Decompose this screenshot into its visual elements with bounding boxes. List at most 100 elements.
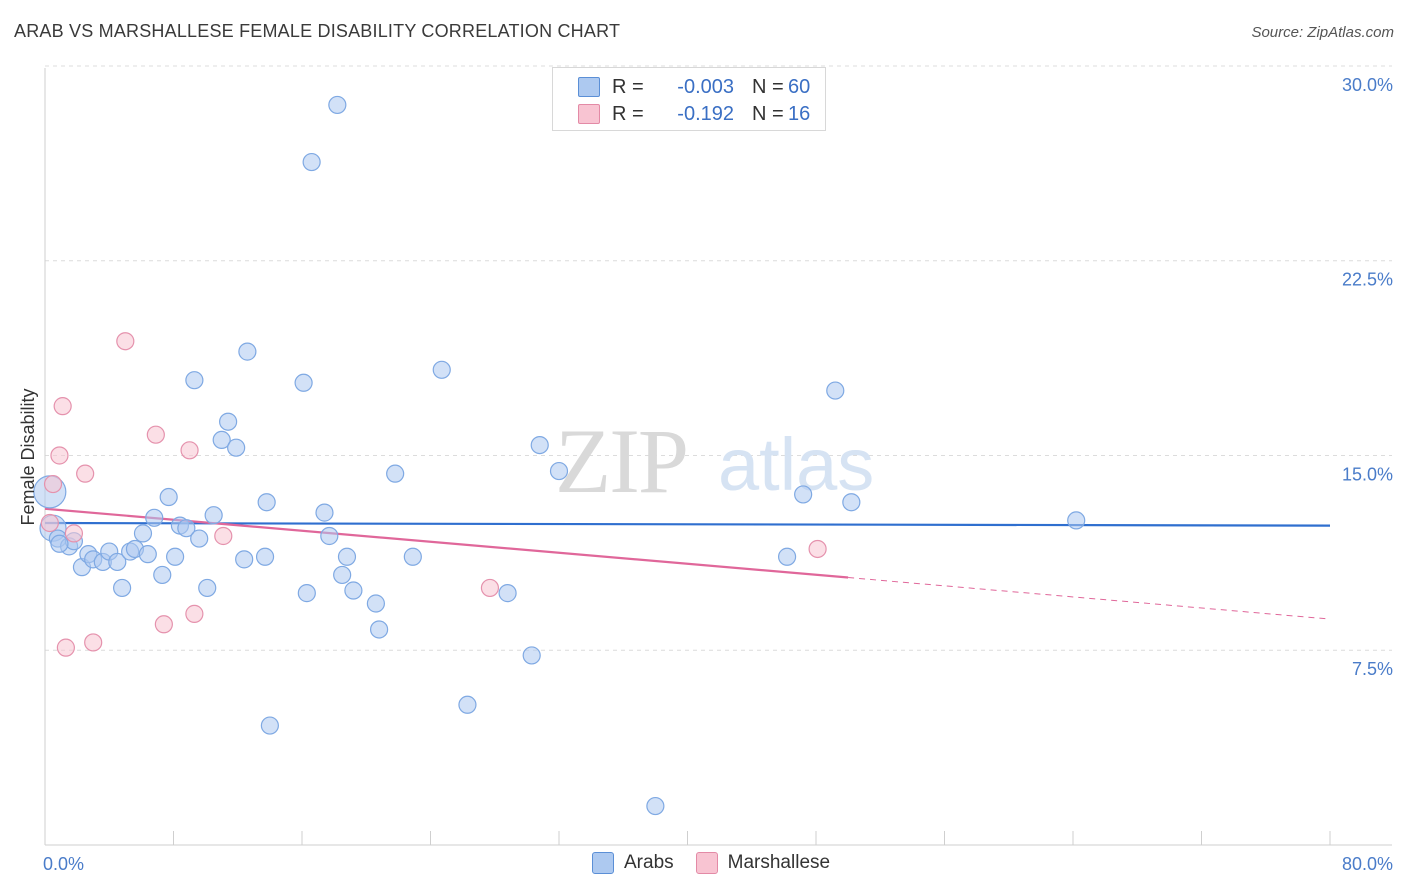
- source-label: Source: ZipAtlas.com: [1251, 24, 1394, 41]
- arabs-point: [198, 578, 217, 598]
- arabs-point: [794, 485, 813, 504]
- marshallese-point: [76, 464, 95, 483]
- legend-r-value: -0.192: [677, 102, 734, 125]
- arabs-point: [204, 506, 223, 525]
- series-swatch-arabs: [592, 852, 614, 874]
- legend-r-value: -0.003: [677, 75, 734, 98]
- marshallese-point: [146, 425, 165, 444]
- marshallese-point: [185, 604, 204, 623]
- y-tick-label: 22.5%: [1342, 270, 1393, 290]
- arabs-point: [212, 430, 231, 450]
- x-tick-label: 80.0%: [1342, 854, 1393, 874]
- marshallese-point: [50, 446, 69, 465]
- marshallese-point: [56, 638, 75, 657]
- arabs-point: [190, 529, 209, 548]
- series-legend: Arabs Marshallese: [592, 852, 852, 874]
- arabs-point: [498, 584, 517, 603]
- arabs-point: [777, 547, 797, 566]
- legend-swatch-arabs: [578, 77, 600, 97]
- arabs-point: [260, 716, 279, 735]
- arabs-point: [238, 342, 257, 361]
- arabs-point: [432, 360, 451, 379]
- arabs-point: [328, 95, 347, 115]
- legend-row-arabs: R = -0.003 N = 60: [553, 74, 810, 100]
- legend-n-label: N =: [752, 75, 784, 98]
- arabs-point: [219, 412, 238, 431]
- chart-title: ARAB VS MARSHALLESE FEMALE DISABILITY CO…: [14, 21, 621, 41]
- arabs-point: [549, 461, 569, 481]
- legend-n-value: 60: [788, 75, 811, 98]
- legend-n-label: N =: [752, 102, 784, 125]
- arabs-point: [185, 371, 204, 390]
- arabs-point: [50, 534, 69, 553]
- arabs-point: [235, 550, 254, 569]
- arabs-point: [159, 487, 178, 507]
- arabs-point: [386, 464, 405, 483]
- arabs-point: [315, 503, 334, 522]
- watermark-zip: ZIP: [555, 410, 687, 512]
- arabs-point: [333, 565, 352, 585]
- arabs-point: [337, 547, 357, 566]
- arabs-point: [302, 152, 321, 172]
- arabs-point: [227, 438, 246, 457]
- arabs-point: [153, 565, 172, 585]
- marshallese-point: [214, 526, 233, 546]
- watermark: ZIP atlas: [555, 410, 874, 512]
- marshallese-point: [808, 539, 827, 559]
- arabs-point: [1067, 511, 1086, 530]
- y-tick-label: 30.0%: [1342, 75, 1393, 95]
- legend-r-label: R =: [612, 102, 644, 125]
- arabs-point: [112, 578, 132, 598]
- legend-n-value: 16: [788, 102, 811, 125]
- arabs-point: [145, 508, 164, 527]
- x-tick-label: 0.0%: [43, 854, 84, 874]
- series-legend-arabs: Arabs: [592, 852, 674, 874]
- marshallese-point: [43, 474, 63, 494]
- y-tick-label: 15.0%: [1342, 464, 1393, 484]
- arabs-point: [297, 584, 316, 603]
- arabs-point: [138, 545, 157, 564]
- legend-row-marshallese: R = -0.192 N = 16: [553, 101, 810, 127]
- arabs-point: [166, 547, 185, 566]
- marshallese-point: [64, 524, 84, 543]
- marshallese-point: [40, 513, 59, 533]
- series-legend-marshallese: Marshallese: [695, 852, 831, 874]
- series-label-marshallese: Marshallese: [727, 852, 831, 873]
- arabs-point: [108, 552, 127, 572]
- arabs-point: [646, 796, 665, 816]
- marshallese-point: [116, 332, 135, 351]
- arabs-point: [294, 373, 313, 392]
- gridlines: [45, 65, 1392, 651]
- legend-swatch-marshallese: [578, 104, 600, 124]
- arabs-point: [530, 435, 549, 455]
- arabs-point: [522, 646, 541, 665]
- marshallese-trend-extension: [848, 577, 1331, 620]
- series-swatch-marshallese: [695, 852, 718, 874]
- series-label-arabs: Arabs: [624, 852, 674, 873]
- marshallese-point: [53, 397, 72, 416]
- marshallese-point: [154, 615, 173, 634]
- arabs-point: [133, 524, 153, 543]
- y-axis-label: Female Disability: [18, 388, 38, 525]
- arabs-point: [370, 620, 389, 639]
- correlation-legend: R = -0.003 N = 60 R = -0.192 N = 16: [552, 67, 826, 131]
- arabs-trend-line: [44, 521, 1331, 527]
- arabs-point: [366, 594, 385, 613]
- arabs-point: [842, 493, 861, 512]
- arabs-point: [826, 381, 845, 400]
- marshallese-point: [180, 441, 199, 460]
- arabs-point: [255, 547, 275, 566]
- axis-labels: 7.5% 15.0% 22.5% 30.0% 0.0% 80.0% Female Disab…: [18, 75, 1393, 874]
- axes: [44, 68, 1392, 846]
- marshallese-point: [84, 633, 103, 652]
- arabs-point: [320, 526, 339, 546]
- y-tick-label: 7.5%: [1352, 659, 1393, 679]
- marshallese-point: [480, 578, 500, 598]
- data-points: [33, 95, 1086, 816]
- arabs-point: [257, 493, 276, 512]
- arabs-point: [403, 547, 422, 566]
- legend-r-label: R =: [612, 75, 644, 98]
- arabs-point: [344, 581, 363, 600]
- arabs-point: [177, 519, 196, 538]
